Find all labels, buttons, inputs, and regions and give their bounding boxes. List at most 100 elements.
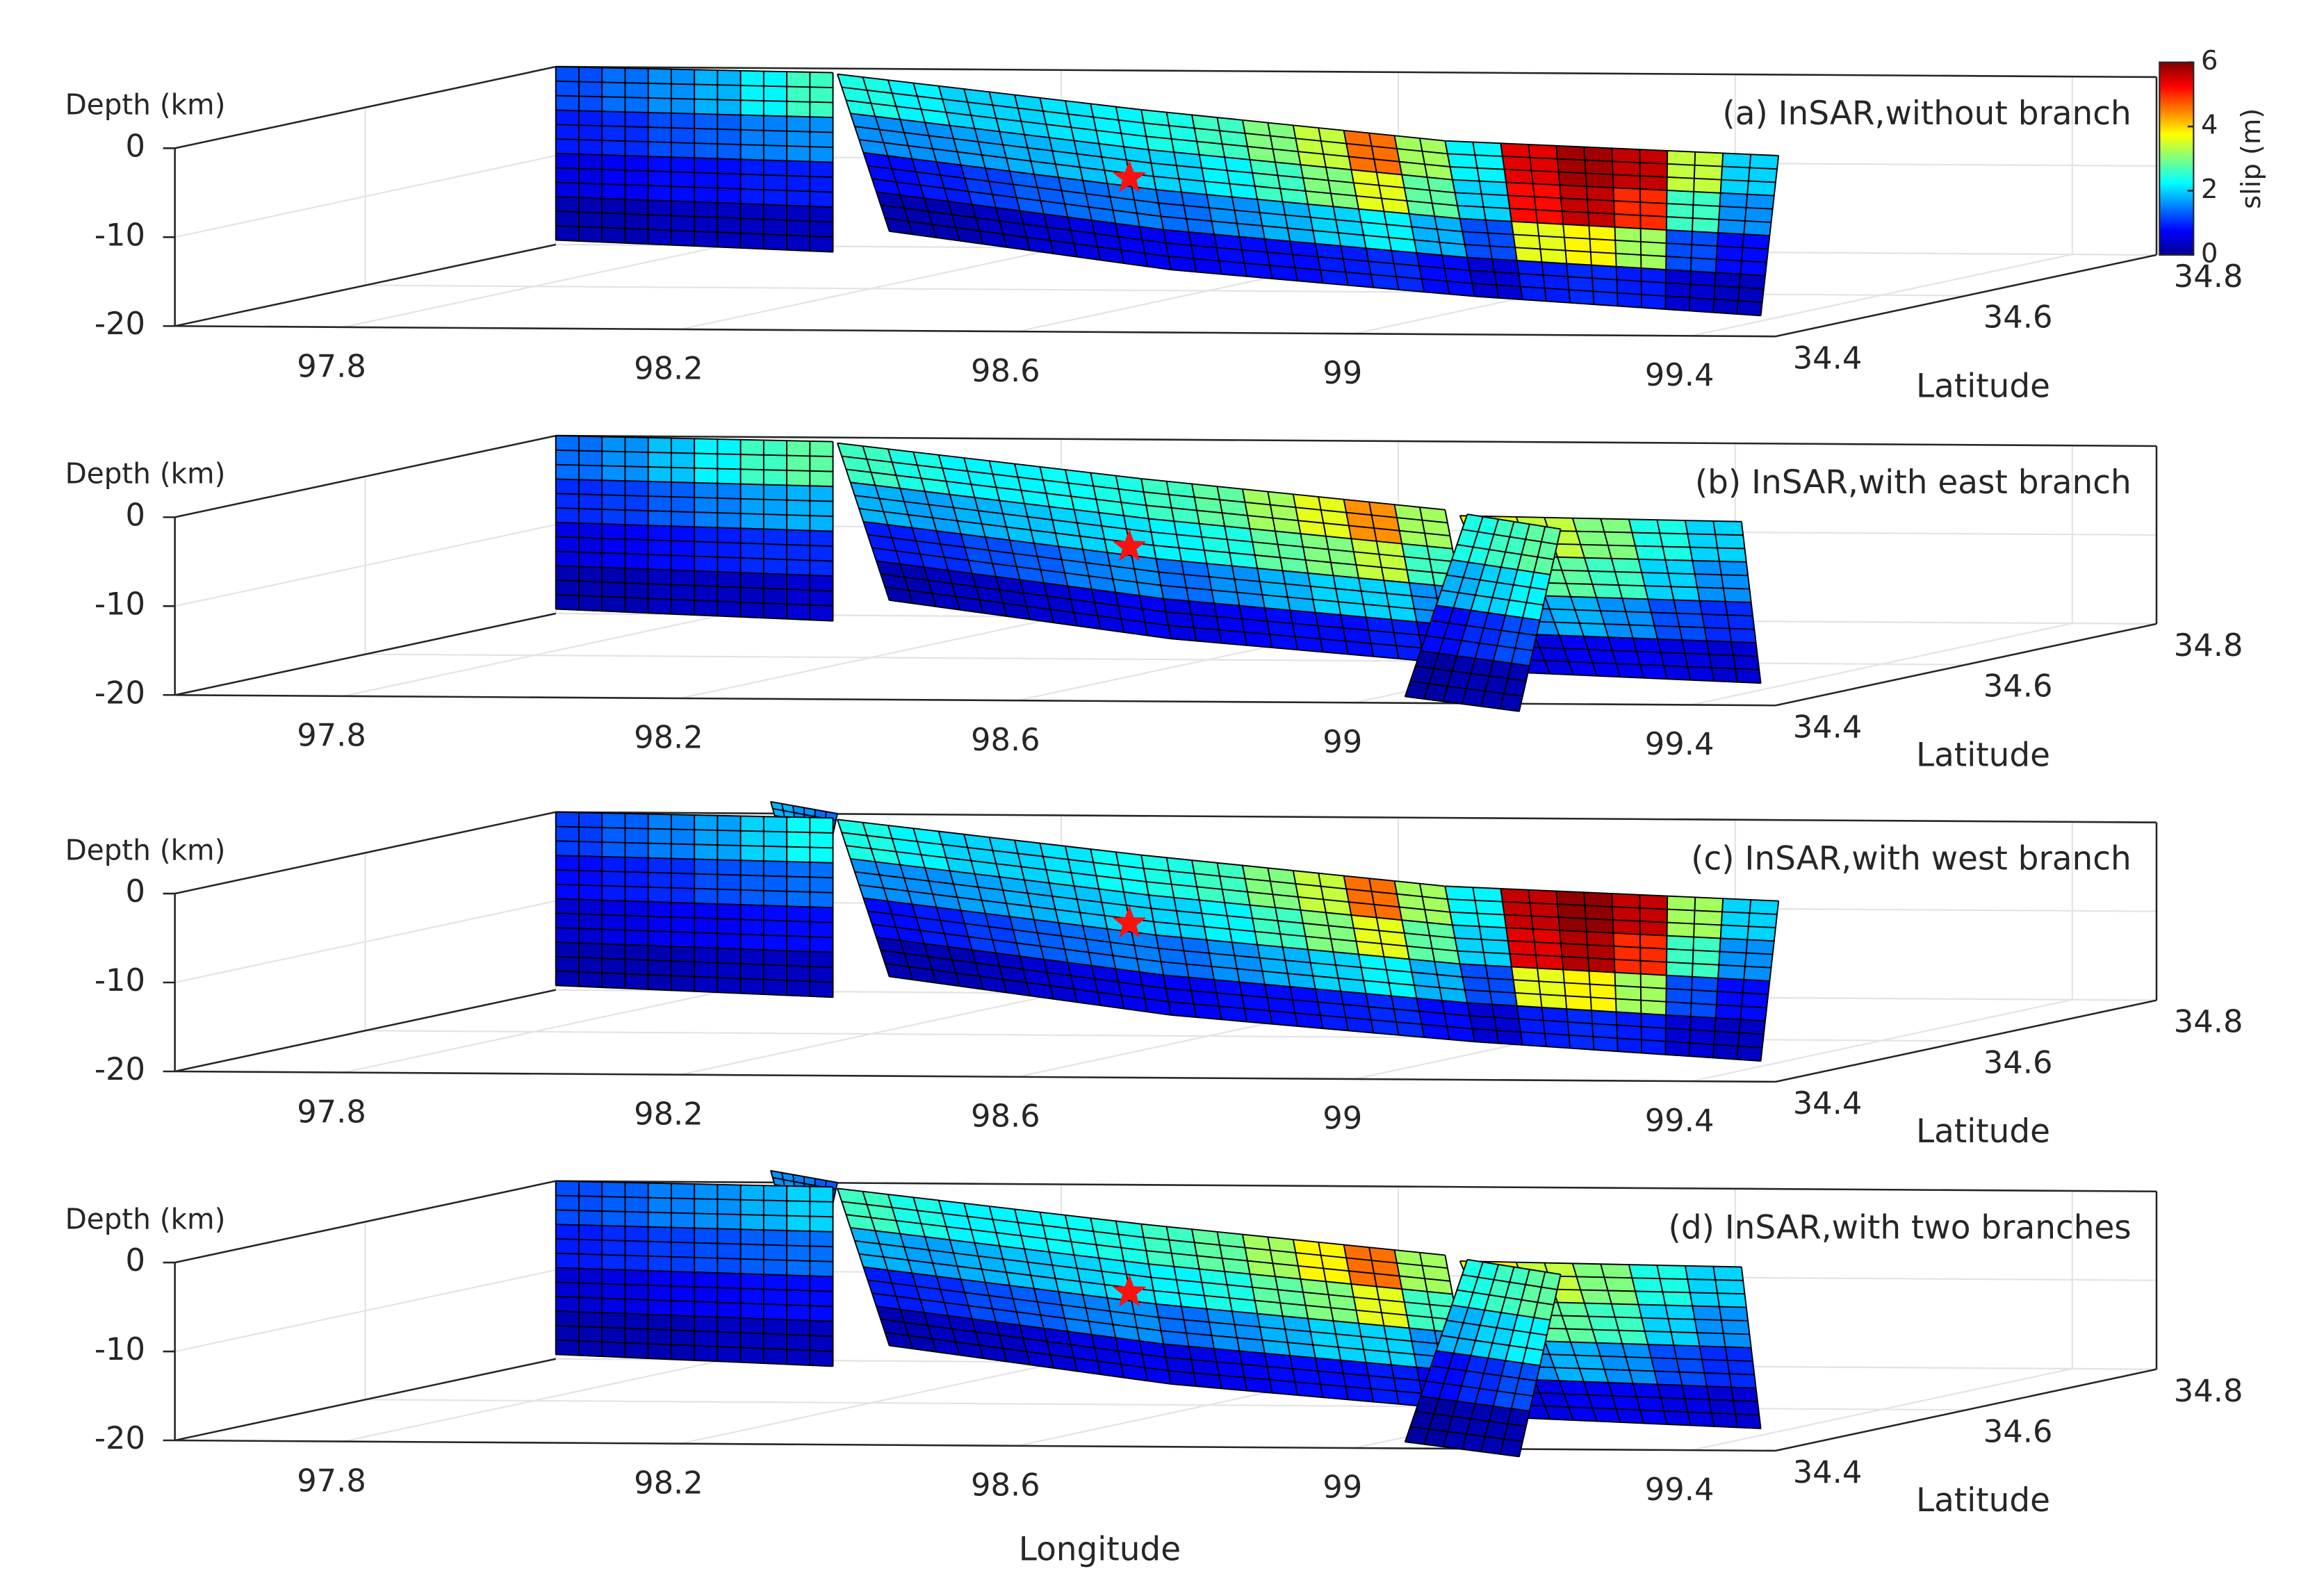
mesh-line xyxy=(1528,144,1547,302)
mesh-line xyxy=(1241,120,1273,279)
z-axis-label: Depth (km) xyxy=(65,457,226,491)
mesh-line xyxy=(1499,1272,1546,1455)
mesh-line xyxy=(963,1203,1008,1362)
epicenter-star xyxy=(1112,905,1147,938)
x-tick-label: 98.6 xyxy=(971,1098,1040,1135)
y-tick-label: 34.4 xyxy=(1793,339,1863,376)
mesh-line xyxy=(1423,516,1484,700)
x-tick-label: 99.4 xyxy=(1645,356,1715,393)
x-tick-label: 98.2 xyxy=(634,1464,703,1501)
axis-line xyxy=(174,989,557,1073)
mesh-line xyxy=(1639,894,1643,1053)
x-tick-label: 99.4 xyxy=(1645,725,1715,762)
mesh-line xyxy=(887,79,938,238)
mesh-line xyxy=(988,461,1031,620)
colorbar-tick-label: 4 xyxy=(2201,110,2218,141)
x-tick-label: 98.2 xyxy=(634,719,703,756)
mesh-line xyxy=(1712,153,1724,313)
panel: 97.8 98.2 98.6 99 99.4 34.434.634.80-10-20(a)… xyxy=(65,45,2268,405)
colorbar-tick-label: 2 xyxy=(2201,174,2218,205)
mesh-line xyxy=(1343,1244,1375,1402)
mesh-line xyxy=(837,1188,890,1346)
mesh-line xyxy=(1014,840,1054,1000)
x-tick-label: 98.6 xyxy=(971,721,1040,758)
mesh-line xyxy=(1442,1264,1500,1447)
z-axis-label: Depth (km) xyxy=(65,833,226,866)
axis-line xyxy=(174,434,557,518)
mesh-line xyxy=(1267,491,1298,650)
axis-line xyxy=(174,324,1776,338)
x-tick-label: 99 xyxy=(1323,723,1362,760)
mesh-line xyxy=(1528,889,1547,1047)
mesh-line xyxy=(1064,1215,1102,1375)
mesh-line xyxy=(1499,526,1546,709)
mesh-line xyxy=(1368,878,1400,1035)
mesh-line xyxy=(1393,880,1425,1038)
mesh-line xyxy=(887,1194,938,1353)
mesh-line xyxy=(1684,520,1715,682)
mesh-line xyxy=(1639,149,1643,308)
mesh-line xyxy=(1712,520,1738,682)
x-tick-label: 98.6 xyxy=(971,352,1040,389)
y-tick-label: 34.8 xyxy=(2174,1372,2243,1409)
axis-line xyxy=(174,811,557,895)
grid-line xyxy=(174,1269,556,1353)
axis-line xyxy=(174,1070,1776,1083)
epicenter-star xyxy=(1112,1274,1147,1307)
y-tick-label: 34.6 xyxy=(1983,1044,2053,1080)
mesh-line xyxy=(837,819,890,977)
mesh-line xyxy=(1472,142,1500,299)
mesh-line xyxy=(1191,115,1222,274)
mesh-line xyxy=(913,83,960,241)
z-tick-label: -20 xyxy=(95,674,145,711)
mesh-line xyxy=(1140,109,1172,270)
z-axis-label: Depth (km) xyxy=(65,88,226,122)
mesh-line xyxy=(887,448,938,607)
mesh-line xyxy=(1318,127,1349,286)
mesh-line xyxy=(1292,494,1324,652)
x-tick-label: 97.8 xyxy=(297,348,366,385)
y-tick-label: 34.4 xyxy=(1793,1454,1863,1490)
mesh-line xyxy=(1519,529,1562,711)
mesh-line xyxy=(1267,1237,1298,1396)
mesh-line xyxy=(1664,150,1669,310)
panel-title: (c) InSAR,with west branch xyxy=(1691,840,2131,878)
x-tick-label: 99 xyxy=(1323,354,1362,391)
mesh-line xyxy=(913,828,960,987)
mesh-line xyxy=(1740,1267,1762,1429)
axis-line xyxy=(1775,254,2157,338)
axis-line xyxy=(1775,623,2157,707)
mesh-line xyxy=(1611,894,1619,1052)
grid-line xyxy=(174,154,556,238)
mesh-line xyxy=(1064,100,1102,261)
mesh-line xyxy=(1600,1263,1645,1424)
mesh-line xyxy=(1393,135,1425,293)
mesh-line xyxy=(1318,873,1349,1031)
mesh-line xyxy=(1241,1234,1273,1393)
epicenter-star xyxy=(1112,529,1147,561)
mesh-line xyxy=(1368,502,1400,659)
mesh-line xyxy=(1423,1262,1484,1445)
mesh-line xyxy=(913,1196,960,1356)
z-tick-label: -20 xyxy=(95,1420,145,1456)
x-axis-label: Longitude xyxy=(1019,1530,1181,1568)
mesh-line xyxy=(1216,117,1248,277)
mesh-line xyxy=(1393,504,1425,661)
mesh-line xyxy=(1519,1274,1562,1457)
z-tick-label: -10 xyxy=(95,962,145,998)
mesh-line xyxy=(1292,125,1324,283)
mesh-line xyxy=(1140,855,1172,1016)
mesh-line xyxy=(837,443,890,601)
mesh-line xyxy=(862,76,914,235)
mesh-line xyxy=(1555,145,1571,303)
mesh-line xyxy=(1444,886,1475,1042)
axis-line xyxy=(174,243,557,327)
mesh-line xyxy=(1216,862,1248,1022)
mesh-line xyxy=(1461,521,1515,705)
axis-line xyxy=(555,65,2157,79)
mesh-line xyxy=(1480,524,1530,707)
mesh-line xyxy=(1555,891,1571,1048)
mesh-line xyxy=(963,457,1008,617)
panel-title: (b) InSAR,with east branch xyxy=(1695,463,2131,502)
